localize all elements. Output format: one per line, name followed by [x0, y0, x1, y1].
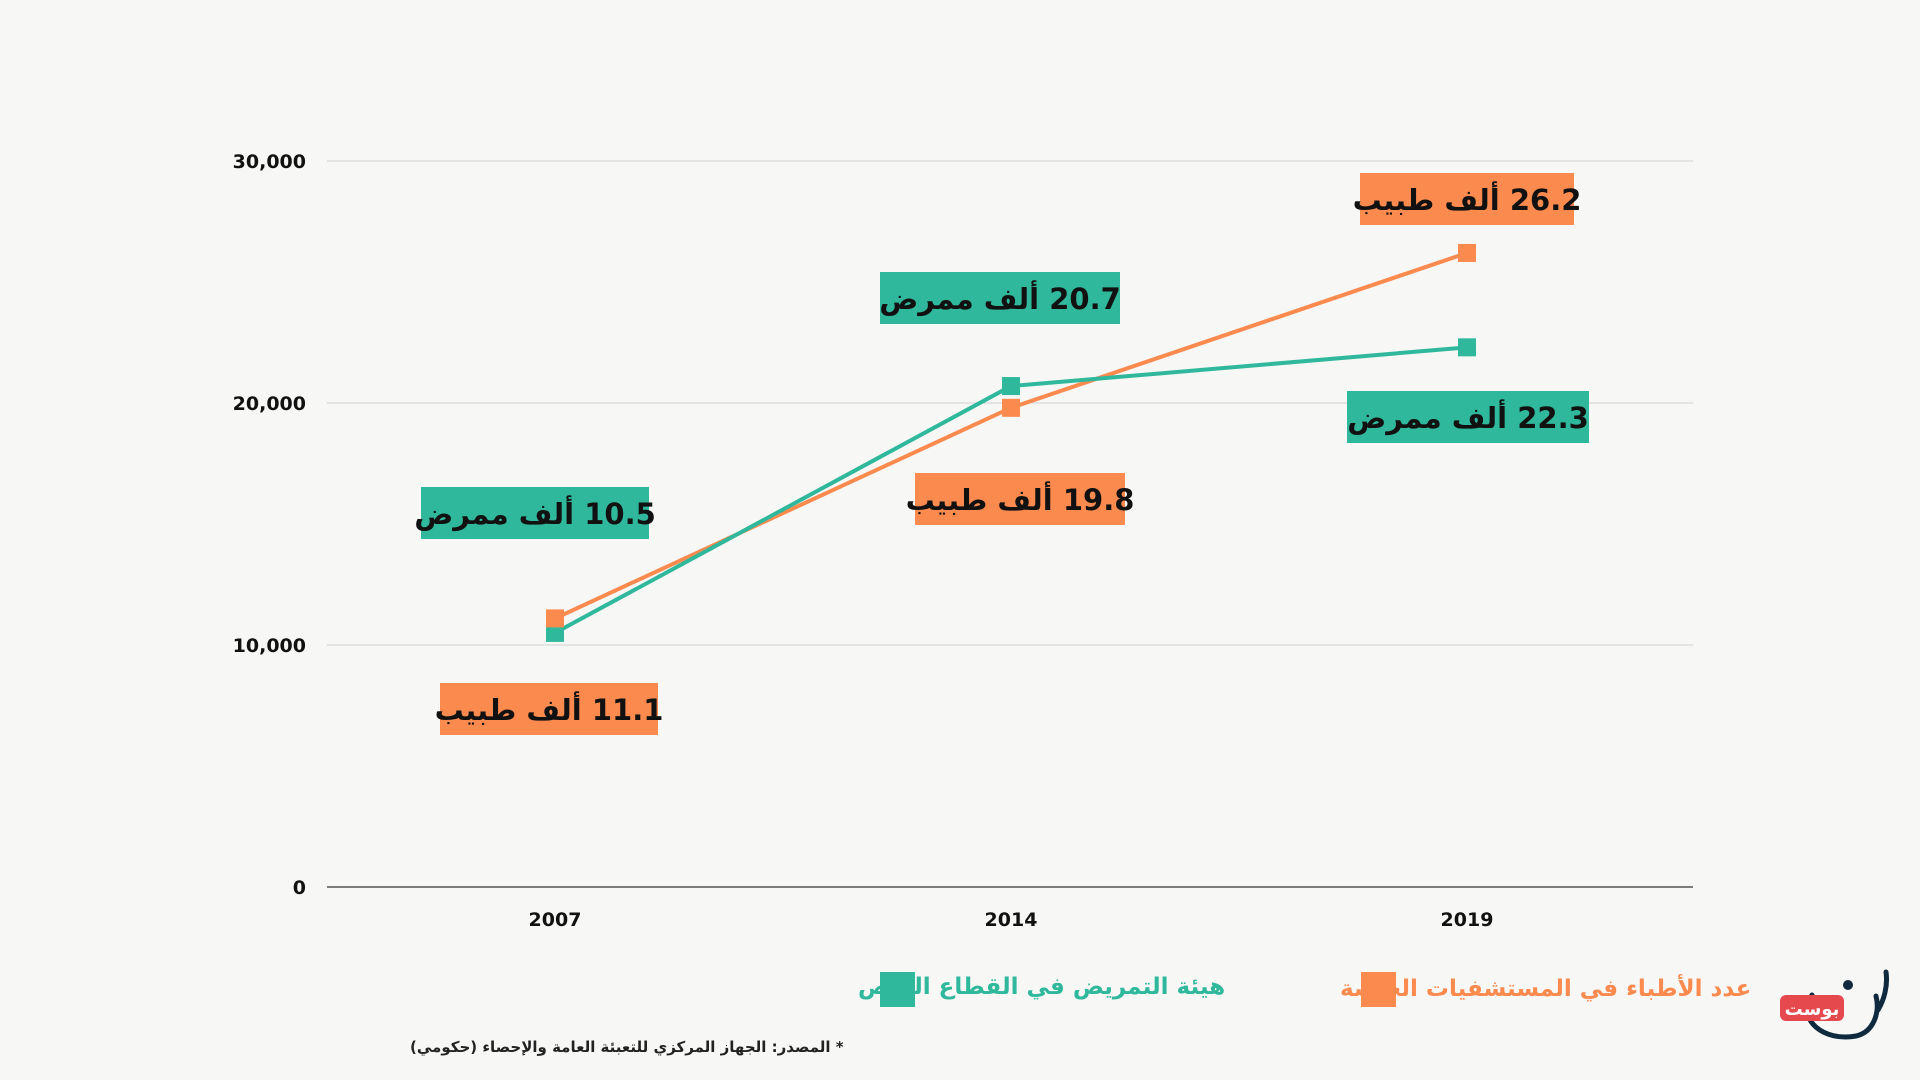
data-label-nurses: 20.7 ألف ممرض [879, 272, 1121, 324]
x-tick-label: 2007 [529, 909, 582, 931]
legend-swatch-nurses [880, 972, 915, 1007]
data-labels: 11.1 ألف طبيب 19.8 ألف طبيب 26.2 ألف طبيب 1… [414, 173, 1589, 735]
source-note: * المصدر: الجهاز المركزي للتعبئة العامة … [410, 1038, 844, 1057]
data-label-doctors: 11.1 ألف طبيب [435, 683, 664, 735]
series-markers [546, 243, 1476, 642]
x-tick-label: 2019 [1441, 909, 1494, 931]
x-tick-label: 2014 [985, 909, 1038, 931]
data-label-box [1347, 391, 1589, 443]
data-label-box [440, 683, 658, 735]
legend-label-nurses: هيئة التمريض في القطاع الخاص [858, 974, 1225, 1000]
logo-dot [1843, 980, 1853, 990]
data-point-nurses [1002, 377, 1020, 396]
data-label-text: 20.7 ألف ممرض [879, 280, 1121, 316]
y-tick-label: 30,000 [233, 151, 306, 173]
data-label-text: 22.3 ألف ممرض [1347, 399, 1589, 435]
data-label-box [421, 487, 649, 539]
data-label-doctors: 19.8 ألف طبيب [906, 473, 1135, 525]
legend-item-nurses: هيئة التمريض في القطاع الخاص [858, 972, 1225, 1007]
data-point-doctors [546, 609, 564, 628]
y-axis-ticks: 0 10,000 20,000 30,000 [233, 151, 306, 899]
data-label-text: 11.1 ألف طبيب [435, 691, 664, 727]
data-label-doctors: 26.2 ألف طبيب [1353, 173, 1582, 225]
x-axis-ticks: 2007 2014 2019 [529, 909, 1494, 931]
y-tick-label: 10,000 [233, 635, 306, 657]
data-label-nurses: 22.3 ألف ممرض [1347, 391, 1589, 443]
data-label-box [915, 473, 1125, 525]
data-point-nurses [1458, 338, 1476, 357]
logo: بوست [1780, 969, 1889, 1040]
data-point-nurses [546, 623, 564, 642]
legend-item-doctors: عدد الأطباء في المستشفيات الخاصة [1340, 972, 1751, 1007]
data-label-box [1360, 173, 1574, 225]
legend-swatch-doctors [1361, 972, 1396, 1007]
logo-badge [1780, 995, 1844, 1021]
logo-badge-text: بوست [1785, 999, 1840, 1020]
y-tick-label: 0 [293, 877, 306, 899]
data-point-doctors [1002, 398, 1020, 417]
data-label-text: 26.2 ألف طبيب [1353, 181, 1582, 217]
data-label-box [880, 272, 1120, 324]
legend: عدد الأطباء في المستشفيات الخاصة هيئة ال… [858, 972, 1751, 1007]
data-point-doctors [1458, 243, 1476, 262]
data-label-text: 10.5 ألف ممرض [414, 495, 656, 531]
y-tick-label: 20,000 [233, 393, 306, 415]
data-label-nurses: 10.5 ألف ممرض [414, 487, 656, 539]
data-label-text: 19.8 ألف طبيب [906, 481, 1135, 517]
legend-label-doctors: عدد الأطباء في المستشفيات الخاصة [1340, 973, 1751, 1002]
